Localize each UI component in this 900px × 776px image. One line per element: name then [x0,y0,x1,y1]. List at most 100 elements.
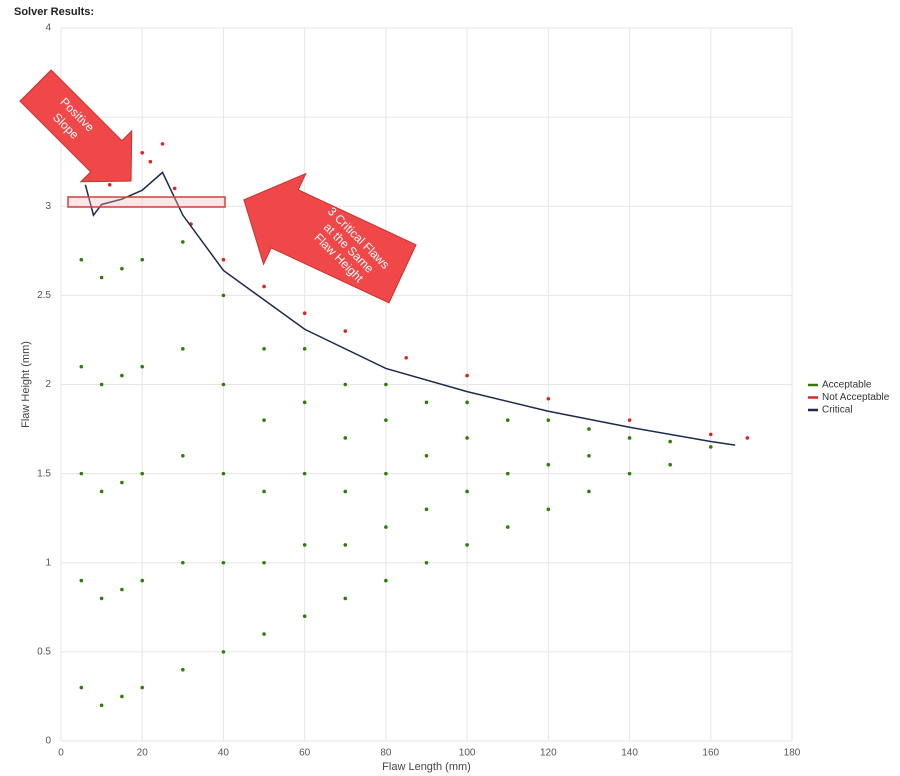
critical-line [84,171,736,446]
point [384,382,388,387]
point [302,347,307,351]
x-tick-label: 120 [540,748,557,759]
point [120,373,124,378]
point [505,525,510,529]
legend-label: Acceptable [822,380,872,391]
point [140,578,145,583]
x-axis-label: Flaw Length (mm) [382,761,471,773]
point [221,257,226,262]
point [262,560,266,565]
point [120,587,124,592]
point [546,396,551,401]
point [172,186,177,191]
point [107,183,112,187]
point [148,159,153,164]
arrow [19,69,133,183]
point [221,293,226,298]
point [587,489,591,494]
point [343,382,348,387]
y-tick-label: 3 [45,201,51,212]
point [465,373,469,378]
point [343,489,348,494]
point [262,347,266,351]
point [668,462,672,467]
point [140,150,145,155]
point [587,454,591,458]
highlight-box [67,196,226,208]
point [99,382,104,387]
point [181,560,185,565]
x-tick-label: 160 [702,748,719,759]
y-tick-label: 0 [45,736,51,747]
x-tick-label: 0 [58,748,64,759]
point [221,560,226,565]
y-tick-label: 2.5 [37,290,51,301]
x-tick-label: 80 [380,748,392,759]
y-tick-label: 4 [45,23,51,34]
point [262,632,266,636]
point [302,543,307,547]
point [668,439,672,444]
y-tick-label: 1 [45,557,51,568]
point [262,489,266,494]
point [99,596,104,601]
point [262,418,266,422]
point [424,400,429,405]
point [465,400,469,405]
point [160,142,165,146]
point [465,489,469,494]
point [79,257,84,262]
point [745,436,750,440]
point [302,471,307,476]
point [505,471,510,476]
point [505,418,510,422]
x-tick-label: 100 [459,748,476,759]
y-axis-label: Flaw Height (mm) [20,341,32,428]
point [99,275,104,280]
point [708,445,713,449]
y-tick-label: 1.5 [37,468,51,479]
point [587,427,591,431]
point [221,650,226,654]
point [181,347,185,351]
point [302,400,307,405]
point [546,418,551,422]
point [343,329,348,333]
x-tick-label: 60 [299,748,311,759]
point [79,685,84,690]
y-tick-label: 2 [45,379,51,390]
point [120,480,124,485]
point [546,507,551,512]
point [384,418,388,422]
point [181,240,185,244]
annotation: Positive Slope [19,69,133,183]
point [404,355,408,360]
x-tick-label: 20 [137,748,149,759]
point [465,436,469,440]
point [262,284,266,289]
y-tick-label: 0.5 [37,647,51,658]
point [627,436,632,440]
point [221,471,226,476]
point [627,471,632,476]
point [465,543,469,547]
point [181,454,185,458]
point [546,462,551,467]
point [99,489,104,494]
point [140,685,145,690]
x-tick-label: 40 [218,748,230,759]
legend-label: Not Acceptable [822,392,890,403]
page-title: Solver Results: [14,6,94,18]
point [424,507,429,512]
point [343,543,348,547]
point [120,266,124,271]
point [627,418,632,422]
point [79,364,84,369]
point [384,578,388,583]
point [302,614,307,619]
x-tick-label: 180 [784,748,801,759]
point [384,525,388,529]
point [120,694,124,699]
point [343,436,348,440]
